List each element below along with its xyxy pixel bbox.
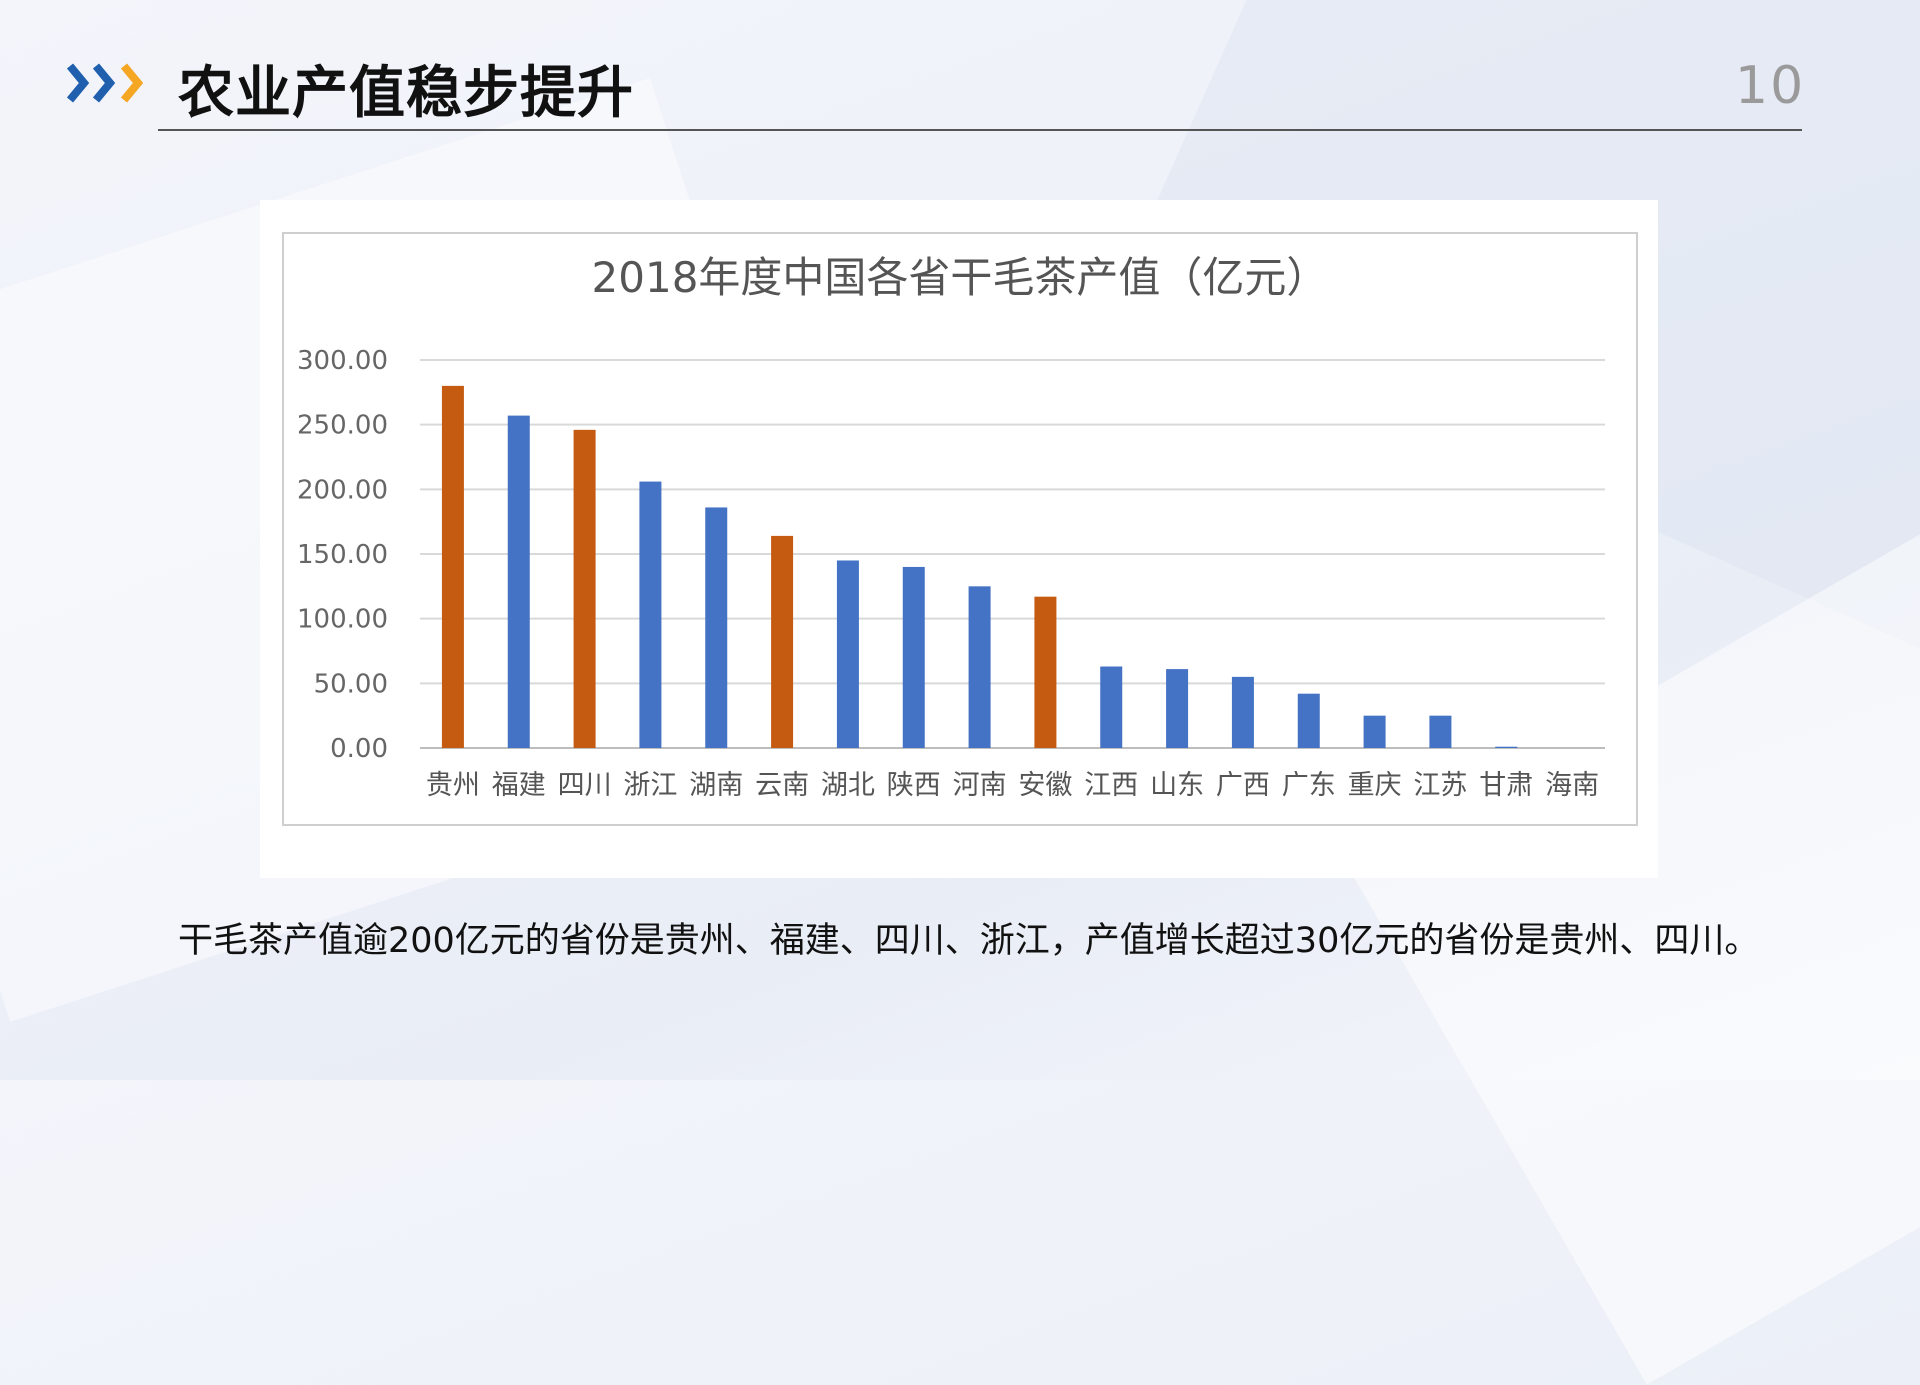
category-label: 陕西 — [887, 770, 941, 801]
category-label: 海南 — [1545, 770, 1599, 801]
category-label: 山东 — [1150, 770, 1204, 801]
y-tick-label: 50.00 — [314, 669, 388, 699]
category-label: 甘肃 — [1479, 770, 1533, 801]
bar-8 — [902, 566, 925, 748]
category-label: 江苏 — [1413, 770, 1467, 801]
chart-card: 2018年度中国各省干毛茶产值（亿元） 0.00 50.00 100.00 150.0… — [260, 200, 1658, 878]
bar-17 — [1495, 746, 1518, 748]
category-label: 河南 — [953, 770, 1007, 801]
bar-chart: 2018年度中国各省干毛茶产值（亿元） 0.00 50.00 100.00 150.0… — [297, 253, 1605, 801]
bar-13 — [1231, 676, 1254, 748]
bar-10 — [1034, 596, 1057, 748]
category-label: 广东 — [1282, 770, 1336, 801]
category-label: 福建 — [492, 770, 546, 801]
category-label: 江西 — [1084, 770, 1138, 801]
category-label: 贵州 — [426, 770, 480, 801]
bar-11 — [1100, 666, 1123, 748]
bar-12 — [1166, 669, 1189, 748]
y-tick-label: 100.00 — [297, 605, 388, 635]
y-tick-label: 250.00 — [297, 411, 388, 441]
y-tick-label: 200.00 — [297, 475, 388, 505]
bar-16 — [1429, 715, 1452, 748]
chevron-arrows-icon — [66, 63, 144, 103]
y-tick-label: 300.00 — [297, 346, 388, 376]
y-axis-ticks: 0.00 50.00 100.00 150.00 200.00 250.00 300.00 — [297, 346, 388, 764]
category-label: 浙江 — [623, 770, 677, 801]
slide-caption: 干毛茶产值逾200亿元的省份是贵州、福建、四川、浙江，产值增长超过30亿元的省份… — [178, 921, 1760, 961]
category-label: 湖南 — [689, 770, 743, 801]
y-tick-label: 150.00 — [297, 540, 388, 570]
slide-title: 农业产值稳步提升 — [178, 61, 634, 126]
y-tick-label: 0.00 — [330, 734, 388, 764]
bar-3 — [573, 429, 596, 748]
bar-15 — [1363, 715, 1386, 748]
bar-14 — [1297, 693, 1320, 748]
bars — [441, 385, 1518, 748]
chart-title: 2018年度中国各省干毛茶产值（亿元） — [592, 253, 1329, 302]
bar-2 — [507, 415, 530, 748]
bar-7 — [836, 560, 859, 748]
category-label: 云南 — [755, 770, 809, 801]
category-label: 重庆 — [1348, 770, 1402, 801]
gridlines — [420, 359, 1605, 749]
x-axis-categories: 贵州 福建 四川 浙江 湖南 云南 湖北 陕西 河南 安徽 江西 山东 广西 广东 重庆 江苏 甘肃 海南 — [426, 770, 1599, 801]
title-divider — [158, 129, 1802, 131]
bar-5 — [705, 507, 728, 748]
category-label: 湖北 — [821, 770, 875, 801]
bar-4 — [639, 481, 662, 748]
category-label: 四川 — [558, 770, 612, 801]
bar-9 — [968, 586, 991, 748]
bar-1 — [441, 385, 464, 748]
page-number: 10 — [1735, 56, 1806, 116]
category-label: 安徽 — [1018, 770, 1072, 801]
bar-6 — [771, 535, 794, 748]
category-label: 广西 — [1216, 770, 1270, 801]
